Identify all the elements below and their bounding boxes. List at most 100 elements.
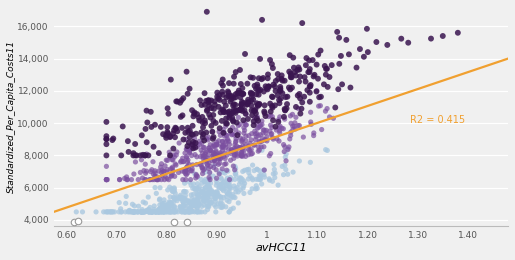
Point: [191, 146, 199, 150]
Point: [243, 168, 251, 172]
Point: [216, 133, 225, 137]
Point: [108, 210, 116, 214]
Point: [236, 107, 245, 112]
Point: [292, 105, 300, 109]
Point: [331, 105, 339, 109]
Point: [191, 187, 199, 191]
Point: [158, 210, 166, 214]
Point: [230, 102, 238, 106]
Point: [163, 106, 171, 110]
Point: [136, 210, 145, 214]
Point: [204, 138, 212, 142]
Point: [124, 210, 132, 214]
Point: [207, 165, 215, 169]
Point: [255, 76, 263, 80]
Point: [286, 72, 295, 76]
Point: [170, 189, 179, 193]
Point: [178, 113, 186, 118]
Point: [181, 167, 190, 171]
Point: [160, 210, 168, 214]
Point: [201, 150, 210, 154]
Point: [271, 79, 280, 83]
Point: [137, 210, 145, 214]
Point: [189, 209, 197, 213]
Point: [249, 97, 257, 101]
Point: [139, 153, 147, 157]
Point: [162, 158, 170, 162]
Point: [205, 177, 213, 181]
Point: [143, 120, 151, 125]
Point: [212, 191, 220, 195]
Point: [115, 178, 124, 182]
Point: [164, 206, 173, 210]
Point: [207, 106, 215, 110]
Point: [217, 176, 225, 180]
Point: [303, 88, 312, 92]
Point: [185, 162, 193, 167]
Point: [252, 135, 260, 139]
Point: [172, 99, 180, 103]
Point: [136, 170, 145, 174]
Point: [205, 190, 213, 194]
Point: [117, 153, 125, 158]
Point: [232, 70, 240, 74]
Point: [151, 171, 159, 175]
Point: [230, 133, 238, 137]
Point: [262, 86, 270, 90]
Point: [225, 91, 233, 95]
Point: [281, 108, 289, 112]
Point: [170, 210, 179, 214]
Point: [209, 119, 217, 123]
Point: [230, 148, 238, 152]
Point: [218, 182, 226, 186]
Point: [255, 148, 264, 152]
Point: [248, 151, 256, 155]
Point: [231, 153, 239, 157]
Point: [169, 210, 177, 214]
Point: [278, 77, 286, 81]
Point: [210, 166, 218, 170]
Point: [268, 179, 277, 183]
Point: [117, 210, 125, 214]
Point: [168, 187, 176, 191]
Point: [184, 210, 192, 214]
Point: [172, 153, 180, 157]
Point: [269, 172, 278, 176]
Point: [238, 109, 247, 113]
Point: [218, 143, 227, 147]
Point: [180, 170, 188, 174]
Point: [242, 154, 250, 158]
Point: [153, 178, 162, 182]
Point: [258, 122, 266, 127]
Point: [163, 170, 171, 174]
Point: [200, 179, 208, 184]
Point: [211, 103, 219, 107]
Point: [168, 166, 176, 171]
Point: [205, 192, 214, 196]
Point: [237, 153, 245, 158]
Point: [295, 68, 303, 72]
Point: [243, 82, 251, 86]
Point: [158, 202, 166, 206]
Point: [228, 133, 236, 137]
Point: [147, 210, 156, 214]
Point: [223, 122, 231, 126]
Point: [180, 204, 188, 208]
Point: [193, 162, 201, 167]
Point: [187, 153, 196, 158]
Point: [201, 154, 209, 159]
Point: [170, 196, 178, 200]
Point: [230, 146, 238, 150]
Point: [158, 202, 166, 206]
Point: [255, 139, 263, 144]
Point: [289, 56, 297, 60]
Point: [237, 153, 246, 157]
Point: [102, 137, 111, 141]
Point: [196, 162, 204, 166]
Point: [242, 139, 250, 143]
Point: [427, 36, 435, 41]
Point: [213, 95, 221, 99]
Point: [129, 151, 138, 155]
Point: [158, 168, 166, 172]
Point: [199, 125, 207, 129]
